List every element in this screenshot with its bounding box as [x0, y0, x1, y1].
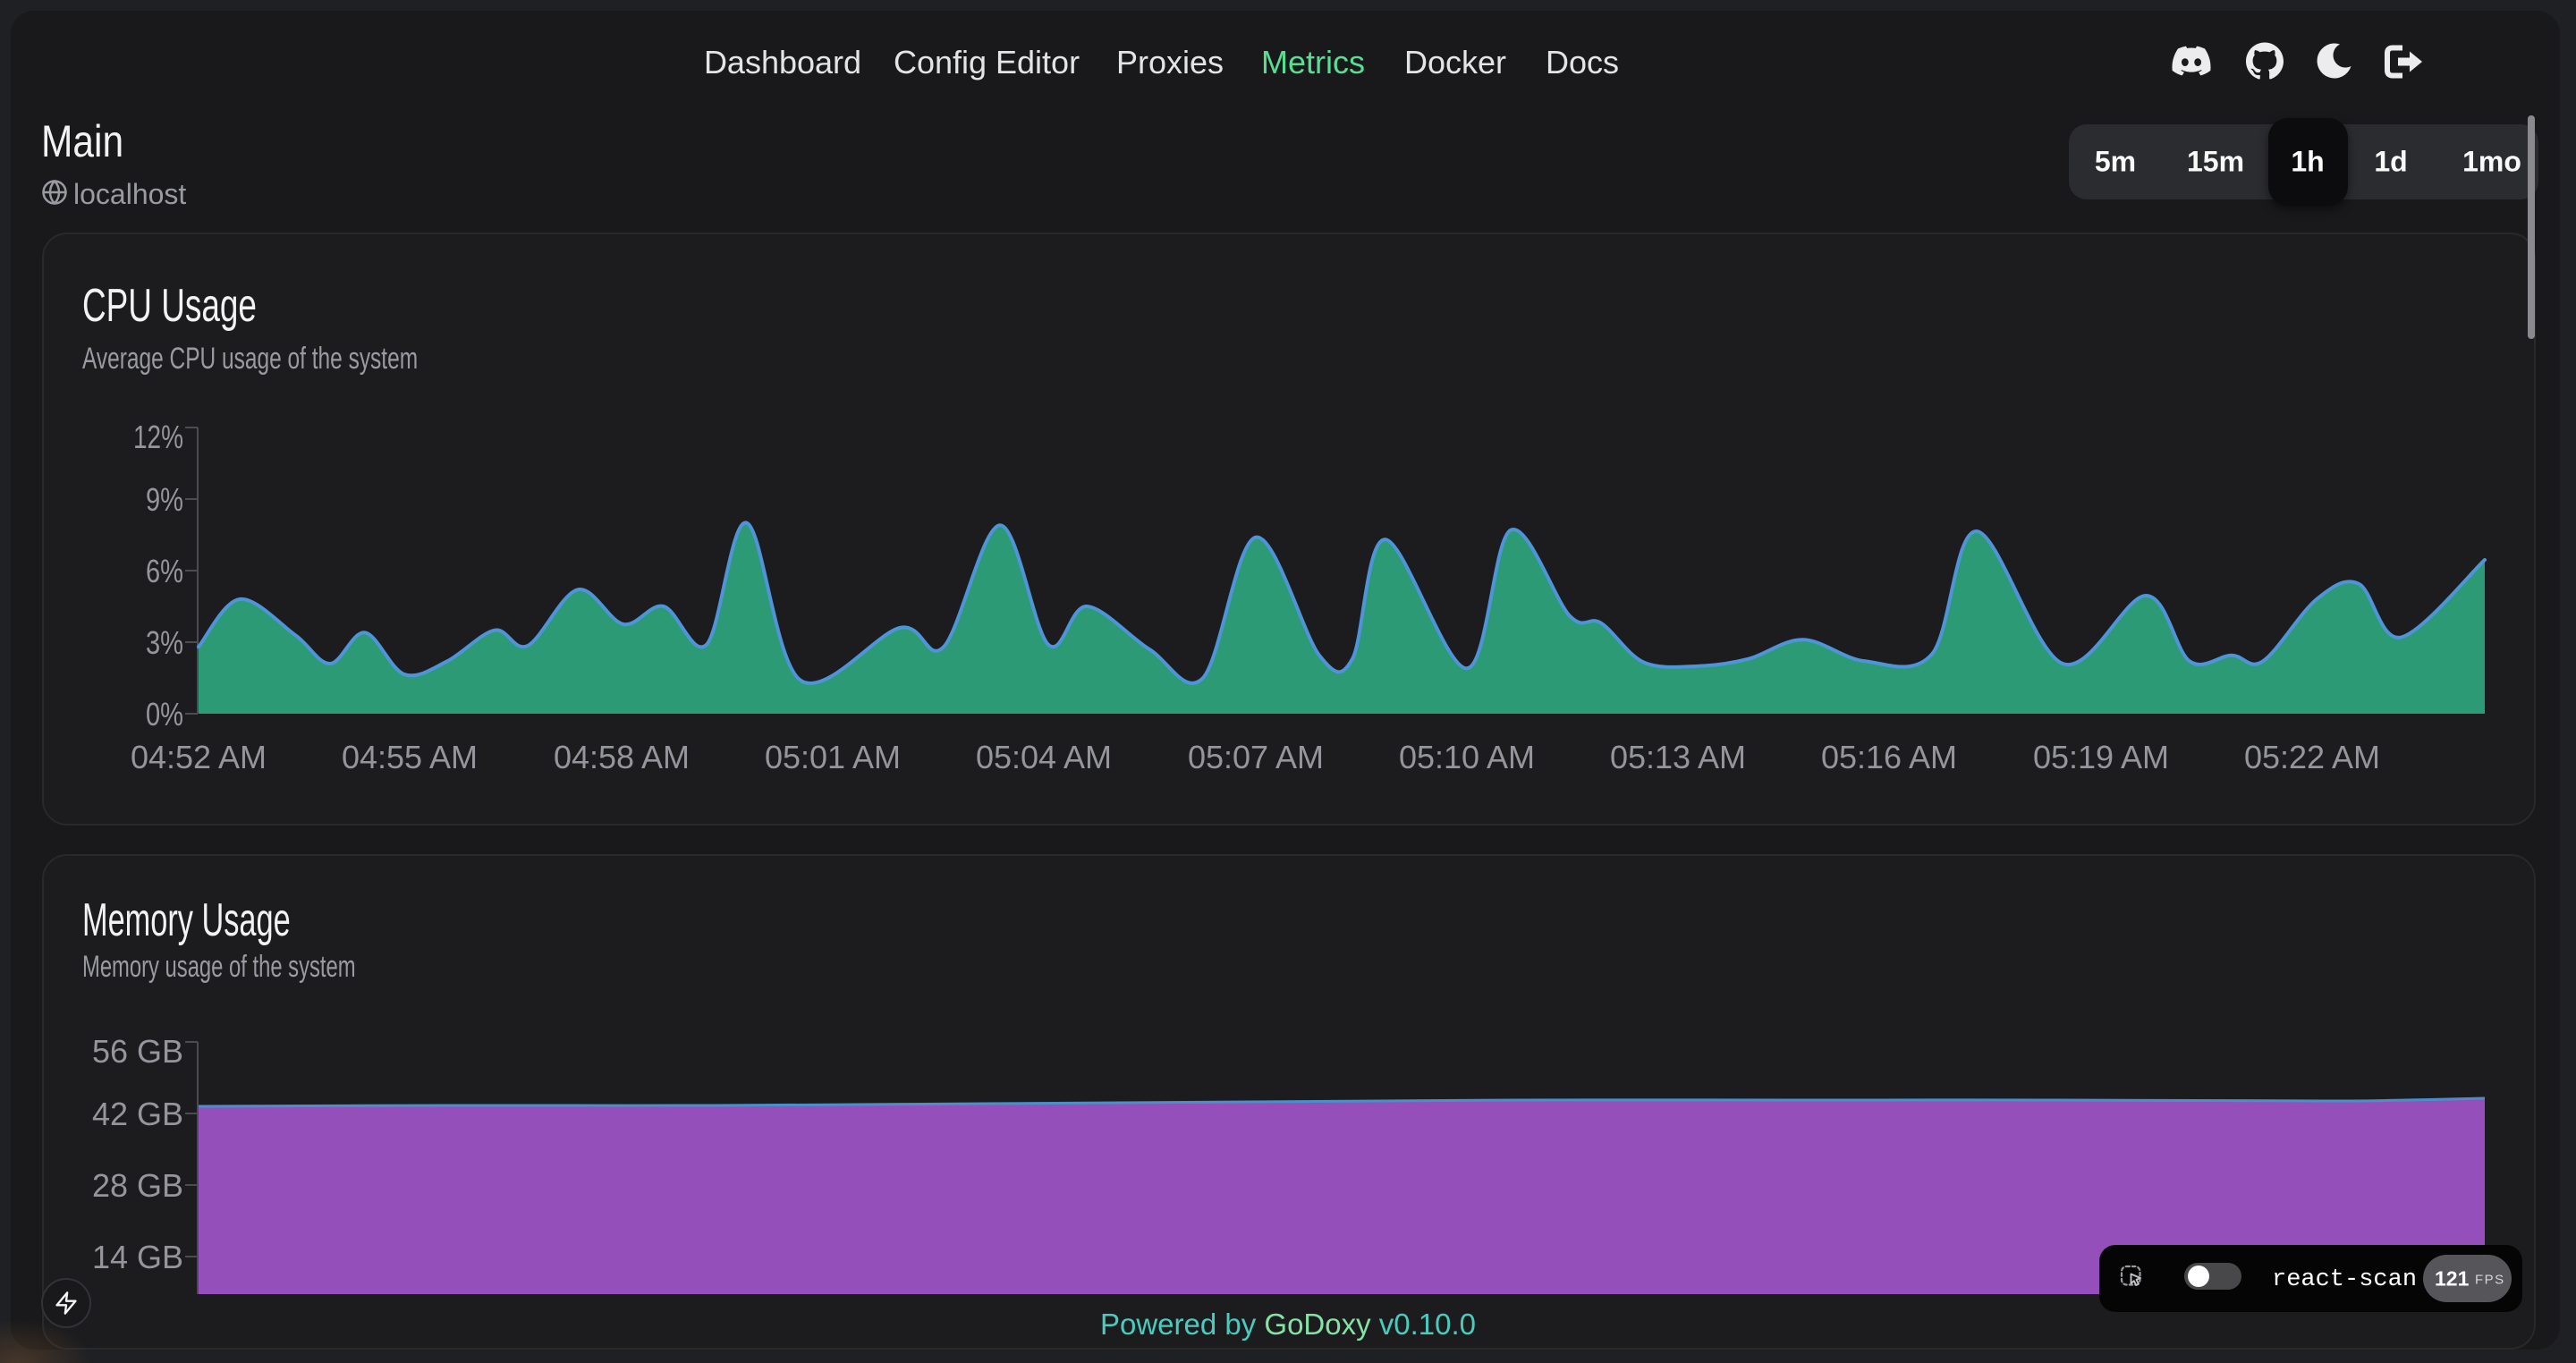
svg-text:28 GB: 28 GB [92, 1167, 183, 1204]
svg-text:6%: 6% [146, 553, 183, 589]
svg-text:42 GB: 42 GB [92, 1096, 183, 1132]
svg-text:05:13 AM: 05:13 AM [1610, 739, 1746, 775]
svg-text:05:19 AM: 05:19 AM [2033, 739, 2169, 775]
svg-text:04:58 AM: 04:58 AM [554, 739, 690, 775]
svg-text:12%: 12% [133, 419, 183, 455]
svg-text:05:16 AM: 05:16 AM [1821, 739, 1957, 775]
svg-text:05:22 AM: 05:22 AM [2244, 739, 2380, 775]
svg-text:04:55 AM: 04:55 AM [342, 739, 478, 775]
svg-text:9%: 9% [146, 481, 183, 518]
svg-text:3%: 3% [146, 624, 183, 661]
svg-text:05:07 AM: 05:07 AM [1188, 739, 1324, 775]
svg-text:05:10 AM: 05:10 AM [1399, 739, 1535, 775]
svg-text:14 GB: 14 GB [92, 1239, 183, 1275]
svg-text:0%: 0% [146, 696, 183, 732]
svg-text:05:04 AM: 05:04 AM [976, 739, 1112, 775]
svg-text:56 GB: 56 GB [92, 1033, 183, 1070]
svg-text:04:52 AM: 04:52 AM [131, 739, 267, 775]
svg-text:05:01 AM: 05:01 AM [765, 739, 901, 775]
